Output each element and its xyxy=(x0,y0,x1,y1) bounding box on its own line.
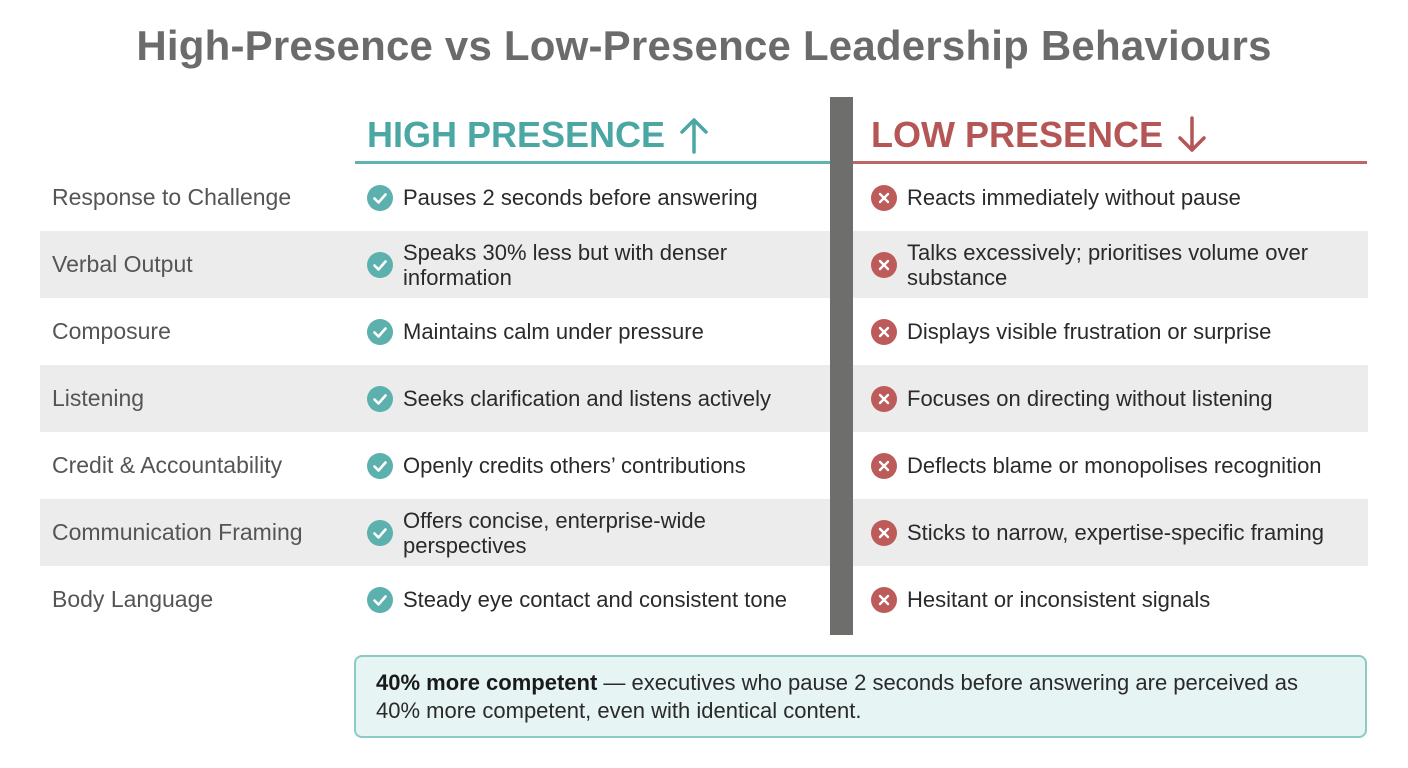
low-presence-text: Hesitant or inconsistent signals xyxy=(907,587,1211,612)
row-category: Credit & Accountability xyxy=(52,452,283,478)
high-presence-cell: Offers concise, enterprise-wide perspect… xyxy=(367,499,827,566)
low-presence-text: Sticks to narrow, expertise-specific fra… xyxy=(907,520,1324,545)
high-presence-label: HIGH PRESENCE xyxy=(367,113,666,155)
low-presence-cell: Reacts immediately without pause xyxy=(871,164,1366,231)
check-icon xyxy=(367,452,393,479)
low-presence-label: LOW PRESENCE xyxy=(871,113,1164,155)
arrow-down-icon xyxy=(1178,115,1206,152)
table-row: Verbal Output Speaks 30% less but with d… xyxy=(40,231,1368,298)
low-presence-text: Displays visible frustration or surprise xyxy=(907,319,1272,344)
low-presence-header: LOW PRESENCE xyxy=(853,108,1367,164)
check-icon xyxy=(367,318,393,345)
high-presence-text: Maintains calm under pressure xyxy=(403,319,704,344)
table-row: Communication Framing Offers concise, en… xyxy=(40,499,1368,566)
high-presence-header: HIGH PRESENCE xyxy=(355,108,830,164)
check-icon xyxy=(367,385,393,412)
high-presence-cell: Steady eye contact and consistent tone xyxy=(367,566,827,633)
low-presence-text: Focuses on directing without listening xyxy=(907,386,1273,411)
high-presence-text: Pauses 2 seconds before answering xyxy=(403,185,758,210)
row-category: Composure xyxy=(52,318,171,344)
low-presence-text: Reacts immediately without pause xyxy=(907,185,1241,210)
low-presence-cell: Focuses on directing without listening xyxy=(871,365,1366,432)
low-presence-text: Talks excessively; prioritises volume ov… xyxy=(907,239,1309,290)
high-presence-text: Offers concise, enterprise-wide perspect… xyxy=(403,507,706,558)
cross-icon xyxy=(871,519,897,546)
table-row: Listening Seeks clarification and listen… xyxy=(40,365,1368,432)
high-presence-cell: Pauses 2 seconds before answering xyxy=(367,164,827,231)
high-presence-text: Steady eye contact and consistent tone xyxy=(403,587,788,612)
key-insight-callout: 40% more competent — executives who paus… xyxy=(354,655,1367,738)
page-title: High-Presence vs Low-Presence Leadership… xyxy=(136,22,1272,69)
low-presence-cell: Sticks to narrow, expertise-specific fra… xyxy=(871,499,1366,566)
table-row: Composure Maintains calm under pressure … xyxy=(40,298,1368,365)
cross-icon xyxy=(871,586,897,613)
cross-icon xyxy=(871,251,897,278)
cross-icon xyxy=(871,452,897,479)
check-icon xyxy=(367,519,393,546)
callout-highlight: 40% more competent xyxy=(376,670,598,695)
column-divider xyxy=(830,97,853,635)
high-presence-cell: Speaks 30% less but with denser informat… xyxy=(367,231,827,298)
check-icon xyxy=(367,251,393,278)
high-presence-text: Openly credits others’ contributions xyxy=(403,453,746,478)
table-row: Response to Challenge Pauses 2 seconds b… xyxy=(40,164,1368,231)
table-row: Body Language Steady eye contact and con… xyxy=(40,566,1368,633)
comparison-table: Response to Challenge Pauses 2 seconds b… xyxy=(40,164,1368,633)
high-presence-text: Seeks clarification and listens actively xyxy=(403,386,772,411)
row-category: Response to Challenge xyxy=(52,184,292,210)
row-category: Communication Framing xyxy=(52,519,303,545)
cross-icon xyxy=(871,184,897,211)
high-presence-cell: Openly credits others’ contributions xyxy=(367,432,827,499)
low-presence-cell: Displays visible frustration or surprise xyxy=(871,298,1366,365)
check-icon xyxy=(367,184,393,211)
cross-icon xyxy=(871,385,897,412)
table-row: Credit & Accountability Openly credits o… xyxy=(40,432,1368,499)
check-icon xyxy=(367,586,393,613)
low-presence-text: Deflects blame or monopolises recognitio… xyxy=(907,453,1322,478)
low-presence-cell: Deflects blame or monopolises recognitio… xyxy=(871,432,1366,499)
row-category: Listening xyxy=(52,385,145,411)
low-presence-cell: Hesitant or inconsistent signals xyxy=(871,566,1366,633)
high-presence-text: Speaks 30% less but with denser informat… xyxy=(403,239,728,290)
row-category: Verbal Output xyxy=(52,251,193,277)
row-category: Body Language xyxy=(52,586,214,612)
cross-icon xyxy=(871,318,897,345)
high-presence-cell: Seeks clarification and listens actively xyxy=(367,365,827,432)
low-presence-cell: Talks excessively; prioritises volume ov… xyxy=(871,231,1366,298)
callout-text: — executives who pause 2 seconds before … xyxy=(376,670,1299,723)
high-presence-cell: Maintains calm under pressure xyxy=(367,298,827,365)
arrow-up-icon xyxy=(680,117,708,154)
